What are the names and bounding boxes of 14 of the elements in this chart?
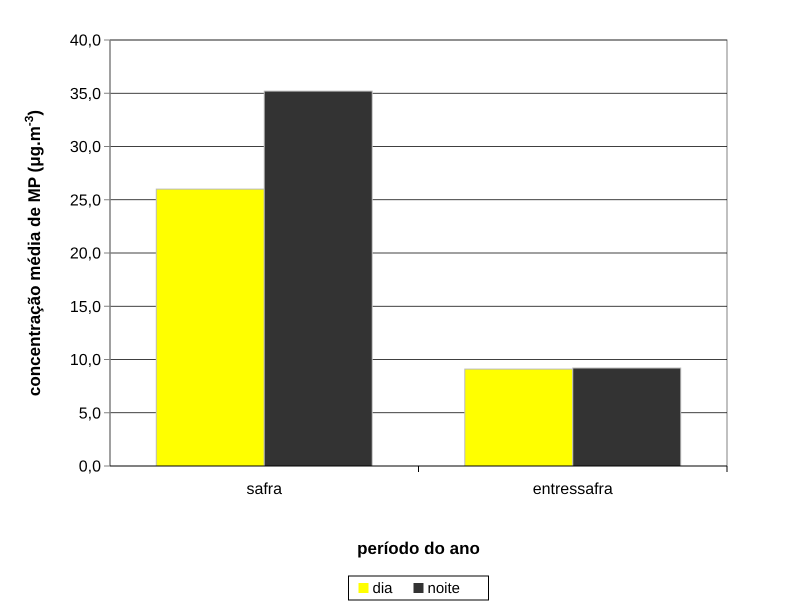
y-tick-label: 40,0 (70, 32, 102, 50)
y-tick-label: 5,0 (78, 405, 102, 422)
y-tick-label: 0,0 (78, 458, 102, 476)
y-tick-label: 15,0 (70, 298, 102, 316)
x-tick-label: entressafra (532, 481, 613, 498)
x-tick-label: safra (246, 481, 282, 498)
y-tick-label: 35,0 (70, 86, 102, 103)
y-tick-label: 25,0 (70, 192, 102, 210)
x-axis-title: período do ano (357, 539, 480, 558)
y-tick-label: 10,0 (70, 352, 102, 370)
y-tick-label: 30,0 (70, 139, 102, 156)
legend-label: noite (428, 580, 460, 597)
legend-label: dia (372, 580, 394, 597)
y-tick-label: 20,0 (70, 246, 102, 263)
